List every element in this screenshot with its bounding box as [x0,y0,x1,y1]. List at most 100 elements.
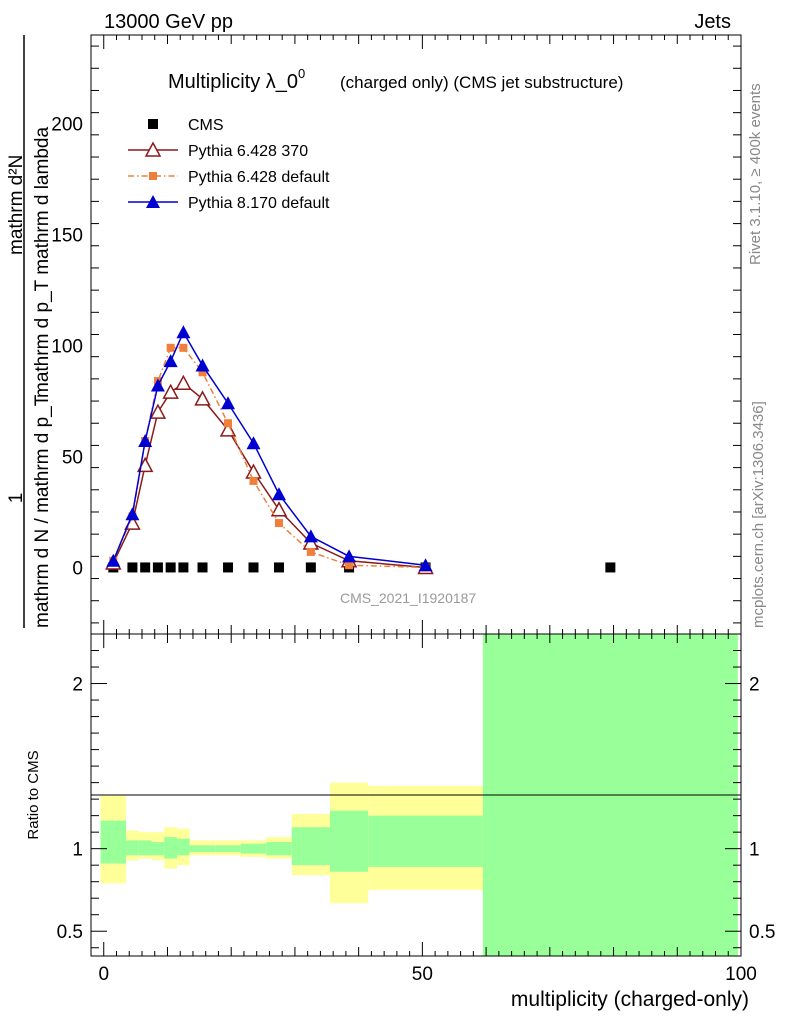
data-point [223,562,234,573]
header-right: Jets [694,11,731,33]
svg-text:CMS: CMS [188,117,224,134]
ratio-y-tick-label: 1 [72,840,83,861]
chart-title-sup: 0 [298,66,305,81]
band-green [164,837,178,859]
ratio-frame [90,633,742,957]
data-point [138,433,153,447]
band-green [266,842,292,856]
data-point [127,562,138,573]
data-point [194,390,211,406]
main-ylabel: 1 mathrm d²N mathrm d p_T mathrm d lambd… [6,35,53,628]
rivet-label: Rivet 3.1.10, ≥ 400k events [747,83,764,265]
ratio-y-tick-label-right: 2 [749,675,760,696]
y-tick-label: 150 [51,226,83,247]
legend-entry-cms: CMS [148,117,224,134]
data-point [224,419,233,428]
ylabel-numerator: 1 [6,493,27,504]
ylabel-num-lower: mathrm d p_T mathrm d lambda [32,127,53,398]
data-point [175,374,192,391]
svg-text:Pythia 8.170 default: Pythia 8.170 default [188,195,330,212]
band-green [368,815,483,867]
y-tick-label: 100 [51,337,83,358]
data-point [197,562,208,573]
main-series-layer [105,325,616,575]
data-point [249,476,258,485]
band-green [189,845,216,852]
ratio-y-tick-label: 0.5 [57,922,83,943]
ratio-y-tick-label: 2 [72,675,83,696]
x-tick-label: 100 [725,964,757,985]
series-0 [108,562,616,573]
svg-text:Pythia 6.428 370: Pythia 6.428 370 [188,143,308,160]
band-green [126,840,139,856]
y-tick-label: 200 [51,115,83,136]
data-point [162,383,179,399]
data-point [198,368,207,377]
series-2 [109,343,430,572]
ratio-ylabel: Ratio to CMS [25,750,42,839]
data-point [176,325,191,339]
header-left: 13000 GeV pp [104,11,233,33]
mcplots-label: mcplots.cern.ch [arXiv:1306.3436] [750,401,767,628]
band-green [291,827,330,866]
data-point [303,529,318,543]
data-point [345,561,354,570]
ylabel-num-upper: mathrm d²N [6,155,27,255]
data-point [221,396,236,410]
data-point [271,487,286,501]
data-point [178,562,189,573]
ylabel-denominator: mathrm d N / mathrm d p_T [32,394,53,628]
band-green [138,840,152,856]
data-point [106,553,121,567]
legend: CMS Pythia 6.428 370 Pythia 6.428 defaul… [128,117,330,212]
svg-text:Pythia 6.428 default: Pythia 6.428 default [188,169,330,186]
chart-title-main: Multiplicity λ_0 [168,71,298,93]
ratio-axis-ticks: 0.5 0.5 1 1 2 2 0 50 100 [57,634,775,985]
band-green [177,838,190,856]
data-point [125,507,140,521]
data-point [305,562,316,573]
chart-title: Multiplicity λ_00 [168,66,305,93]
data-point [150,378,165,392]
watermark: CMS_2021_I1920187 [340,590,476,606]
data-point [274,519,283,528]
legend-entry-pythia6-default: Pythia 6.428 default [128,169,330,186]
data-point [273,562,284,573]
data-point [149,403,167,419]
chart-subtitle: (charged only) (CMS jet substructure) [340,73,623,92]
data-point [342,549,357,563]
data-point [140,562,151,573]
series-line [112,330,426,566]
data-point [165,562,176,573]
band-green [240,843,267,854]
data-point [270,501,288,517]
ratio-panel: 0.5 0.5 1 1 2 2 0 50 100 Ratio to CMS multiplici… [25,633,775,1011]
x-axis-label: multiplicity (charged-only) [511,988,749,1011]
data-point [195,358,210,372]
data-point [605,562,616,573]
main-axis-ticks: 0 50 100 150 200 [51,35,742,634]
band-green [100,820,127,864]
data-point [152,562,163,573]
legend-entry-pythia8-default: Pythia 8.170 default [128,195,330,212]
band-green [329,810,369,872]
series-3 [106,325,433,572]
data-point [166,343,175,352]
ratio-y-tick-label-right: 0.5 [749,922,775,943]
data-point [246,436,261,450]
x-tick-label: 0 [98,964,109,985]
data-point [163,354,178,368]
data-point [418,558,433,572]
data-point [248,562,259,573]
x-tick-label: 50 [412,964,433,985]
data-point [179,343,188,352]
ratio-y-tick-label-right: 1 [749,840,760,861]
band-green [215,845,241,852]
data-point [306,547,315,556]
band-green [151,842,165,856]
y-tick-label: 50 [62,448,83,469]
y-tick-label: 0 [72,558,83,579]
legend-entry-pythia6-370: Pythia 6.428 370 [128,141,308,160]
